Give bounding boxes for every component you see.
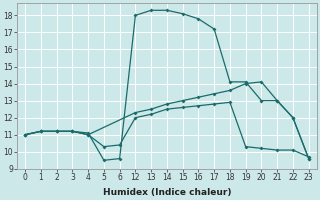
X-axis label: Humidex (Indice chaleur): Humidex (Indice chaleur) <box>103 188 231 197</box>
